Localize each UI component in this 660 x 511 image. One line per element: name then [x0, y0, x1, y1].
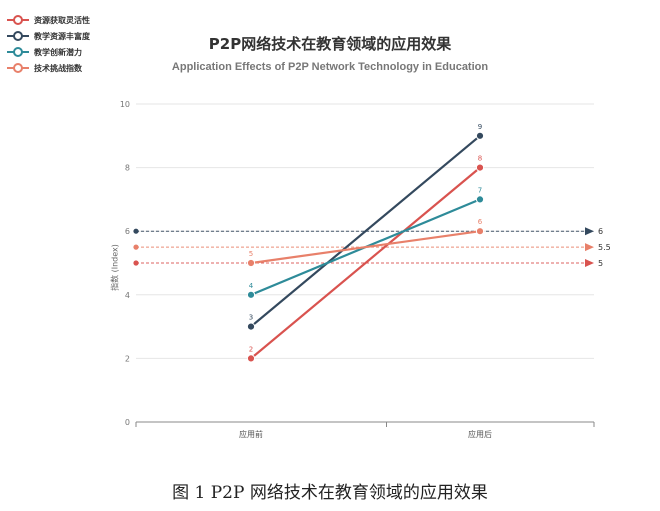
data-label: 8 — [478, 155, 482, 163]
legend-swatch-icon — [7, 31, 29, 41]
legend-label: 资源获取灵活性 — [34, 15, 90, 25]
series-line — [249, 134, 482, 328]
data-point — [475, 195, 485, 204]
data-point — [246, 354, 256, 363]
reference-arrow — [585, 243, 594, 252]
data-label: 4 — [249, 282, 254, 290]
data-label: 5 — [249, 250, 253, 258]
series-line — [249, 166, 482, 360]
data-label: 3 — [249, 314, 253, 322]
legend-label: 教学创新潜力 — [34, 47, 82, 57]
legend-label: 技术挑战指数 — [34, 63, 82, 73]
legend-swatch-icon — [7, 63, 29, 73]
x-tick-label: 应用后 — [468, 429, 492, 439]
data-point — [475, 163, 485, 172]
legend-item[interactable]: 教学创新潜力 — [6, 44, 90, 60]
y-tick-label: 10 — [120, 100, 130, 109]
x-tick-label: 应用前 — [239, 429, 263, 439]
figure-caption: 图 1 P2P 网络技术在教育领域的应用效果 — [172, 483, 488, 503]
reference-value-label: 5 — [598, 259, 603, 268]
data-label: 9 — [478, 123, 482, 131]
legend: 资源获取灵活性 教学资源丰富度 教学创新潜力 技术挑战指数 — [6, 12, 90, 76]
reference-arrow — [585, 259, 594, 267]
chart-title: P2P网络技术在教育领域的应用效果 — [208, 35, 452, 53]
data-label: 2 — [249, 345, 253, 353]
legend-item[interactable]: 资源获取灵活性 — [6, 12, 90, 28]
legend-item[interactable]: 教学资源丰富度 — [6, 28, 90, 44]
axes: 0 2 4 6 8 10 应用前 应用后 — [120, 100, 595, 439]
reference-start-point — [133, 260, 139, 266]
reference-arrow — [585, 227, 594, 236]
series-lines: 2 8 3 9 4 7 5 6 — [246, 123, 485, 363]
reference-start-point — [133, 244, 139, 250]
chart-subtitle: Application Effects of P2P Network Techn… — [171, 61, 489, 73]
legend-item[interactable]: 技术挑战指数 — [6, 60, 90, 76]
y-tick-label: 0 — [125, 418, 130, 427]
legend-swatch-icon — [7, 47, 29, 57]
y-tick-label: 8 — [125, 164, 130, 173]
data-point — [246, 290, 256, 299]
legend-swatch-icon — [7, 15, 29, 25]
data-point — [246, 322, 256, 331]
y-axis-label: 指数 (Index) — [110, 244, 120, 291]
data-label: 6 — [478, 218, 483, 226]
data-point — [475, 131, 485, 140]
reference-lines: 65.55 — [133, 227, 611, 268]
series-line — [249, 230, 482, 265]
y-tick-label: 6 — [125, 227, 130, 236]
reference-value-label: 5.5 — [598, 243, 611, 252]
y-tick-label: 4 — [125, 291, 130, 300]
y-tick-label: 2 — [125, 354, 130, 363]
legend-label: 教学资源丰富度 — [34, 31, 90, 41]
reference-start-point — [133, 228, 139, 234]
data-point — [475, 227, 485, 236]
reference-value-label: 6 — [598, 227, 603, 236]
data-point — [246, 258, 256, 268]
data-label: 7 — [478, 186, 482, 194]
